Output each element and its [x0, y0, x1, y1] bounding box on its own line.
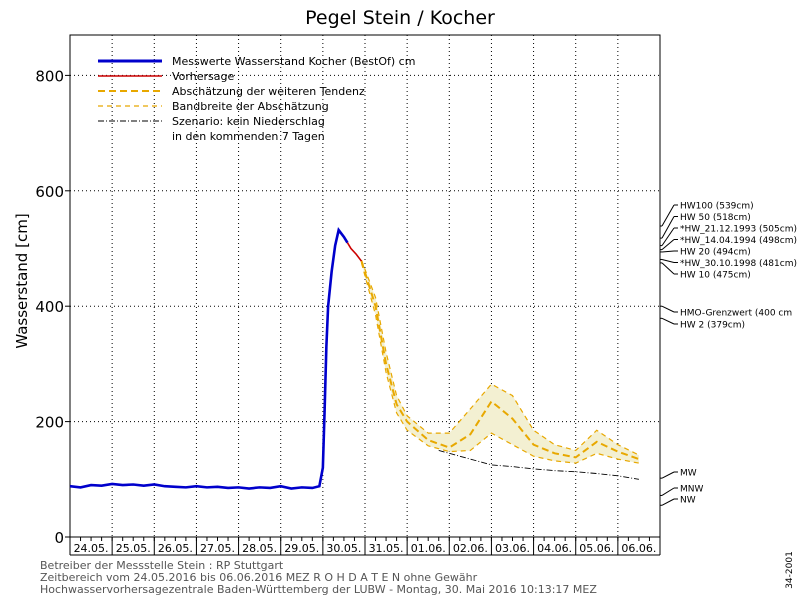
- threshold-leader: [661, 250, 675, 253]
- threshold-label: *HW_14.04.1994 (498cm): [680, 236, 797, 246]
- chart-title: Pegel Stein / Kocher: [305, 7, 495, 29]
- threshold-leader: [661, 487, 675, 496]
- x-tick-label: 06.06.: [621, 542, 656, 555]
- y-tick-label: 600: [35, 183, 64, 201]
- threshold-label: HW100 (539cm): [680, 202, 754, 212]
- threshold-leader: [661, 498, 675, 506]
- y-tick-label: 0: [54, 529, 64, 547]
- threshold-label: HW 20 (494cm): [680, 248, 751, 258]
- band-lower-line: [360, 262, 640, 464]
- threshold-leader: [661, 262, 675, 275]
- threshold-label: HW 10 (475cm): [680, 271, 751, 281]
- x-tick-label: 29.05.: [284, 542, 319, 555]
- threshold-label: HW 2 (379cm): [680, 321, 745, 331]
- threshold-leader: [661, 239, 675, 251]
- side-id: 34-2001: [785, 551, 795, 589]
- threshold-leader: [661, 258, 675, 263]
- threshold-label: NW: [680, 496, 696, 506]
- footer-line: Hochwasservorhersagezentrale Baden-Württ…: [40, 583, 597, 596]
- legend-label: Abschätzung der weiteren Tendenz: [172, 85, 365, 98]
- series-line-messwerte: [69, 227, 349, 490]
- threshold-label: MNW: [680, 485, 703, 495]
- y-tick-label: 800: [35, 67, 64, 85]
- threshold-leader: [661, 227, 675, 246]
- threshold-label: *HW_30.10.1998 (481cm): [680, 259, 797, 269]
- threshold-leader: [661, 216, 675, 239]
- x-tick-label: 03.06.: [495, 542, 530, 555]
- threshold-label: HMO-Grenzwert (400 cm: [680, 309, 792, 319]
- footer-line: Betreiber der Messstelle Stein : RP Stut…: [40, 559, 284, 572]
- footer-line: Zeitbereich vom 24.05.2016 bis 06.06.201…: [40, 571, 478, 584]
- x-tick-label: 31.05.: [369, 542, 404, 555]
- legend-label: Szenario: kein Niederschlag: [172, 115, 325, 128]
- band-fill: [361, 260, 639, 464]
- y-tick-label: 200: [35, 414, 64, 432]
- x-tick-label: 01.06.: [411, 542, 446, 555]
- series-line-szenario: [438, 450, 640, 480]
- threshold-leader: [661, 471, 675, 479]
- x-tick-label: 30.05.: [326, 542, 361, 555]
- threshold-leader: [661, 305, 675, 313]
- threshold-leader: [661, 204, 675, 227]
- legend-label: Vorhersage: [172, 70, 234, 83]
- x-tick-label: 04.06.: [537, 542, 572, 555]
- x-tick-label: 02.06.: [453, 542, 488, 555]
- x-tick-label: 27.05.: [200, 542, 235, 555]
- y-axis-label: Wasserstand [cm]: [13, 213, 31, 348]
- x-tick-label: 26.05.: [158, 542, 193, 555]
- legend-label: Messwerte Wasserstand Kocher (BestOf) cm: [172, 55, 415, 68]
- x-tick-label: 24.05.: [74, 542, 109, 555]
- series-line-tendenz: [360, 260, 640, 461]
- band-upper-line: [360, 259, 640, 456]
- threshold-label: HW 50 (518cm): [680, 213, 751, 223]
- threshold-label: MW: [680, 469, 697, 479]
- threshold-label: *HW_21.12.1993 (505cm): [680, 225, 797, 235]
- legend-label: Bandbreite der Abschätzung: [172, 100, 329, 113]
- legend-label: in den kommenden 7 Tagen: [172, 130, 325, 143]
- y-tick-label: 400: [35, 298, 64, 316]
- x-tick-label: 25.05.: [116, 542, 151, 555]
- series-line-vorhersage: [346, 242, 363, 262]
- threshold-leader: [661, 317, 675, 325]
- x-tick-label: 05.06.: [579, 542, 614, 555]
- x-tick-label: 28.05.: [242, 542, 277, 555]
